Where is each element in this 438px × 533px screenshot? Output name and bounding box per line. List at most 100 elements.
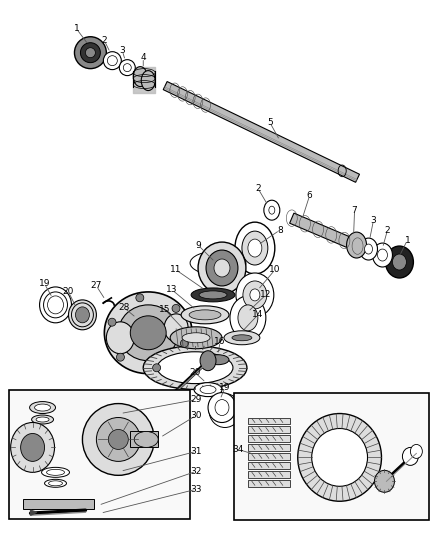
Bar [248,462,290,470]
Text: 15: 15 [159,305,171,314]
Ellipse shape [269,206,275,214]
Text: 2: 2 [255,184,261,193]
Ellipse shape [11,423,54,472]
Ellipse shape [45,479,67,487]
Ellipse shape [230,296,266,340]
Text: 3: 3 [371,216,376,224]
Ellipse shape [172,304,180,312]
Ellipse shape [104,292,192,374]
Ellipse shape [403,447,418,465]
Ellipse shape [224,331,260,345]
Ellipse shape [200,385,216,393]
Bar [248,445,290,451]
Text: 16: 16 [214,337,226,346]
Ellipse shape [364,244,372,254]
Ellipse shape [130,316,166,350]
Ellipse shape [182,333,210,343]
Ellipse shape [189,310,221,320]
Bar [130,432,158,447]
Ellipse shape [236,273,274,317]
Ellipse shape [108,430,128,449]
Ellipse shape [238,305,258,331]
Text: 9: 9 [195,240,201,249]
Text: 20: 20 [63,287,74,296]
Ellipse shape [378,249,388,261]
Text: 19: 19 [219,383,231,392]
Text: 11: 11 [170,265,182,274]
Ellipse shape [194,383,222,397]
Ellipse shape [141,71,155,91]
Text: 7: 7 [352,206,357,215]
Ellipse shape [75,307,89,323]
Text: 2: 2 [385,225,390,235]
Text: 20: 20 [189,368,201,377]
Text: 1: 1 [405,236,410,245]
Ellipse shape [74,37,106,69]
Ellipse shape [170,327,222,349]
Ellipse shape [385,246,413,278]
Text: 5: 5 [267,118,273,127]
Text: 2: 2 [102,36,107,45]
Ellipse shape [208,393,236,423]
Ellipse shape [152,364,161,372]
Ellipse shape [107,55,117,66]
Polygon shape [290,213,360,251]
Text: 30: 30 [191,411,202,420]
Ellipse shape [106,322,134,354]
Text: 8: 8 [277,225,283,235]
Ellipse shape [180,340,188,348]
Ellipse shape [108,318,116,326]
Ellipse shape [136,294,144,302]
Ellipse shape [96,417,140,462]
Ellipse shape [36,417,49,422]
Text: 10: 10 [269,265,281,274]
Ellipse shape [346,232,367,258]
Ellipse shape [199,291,227,299]
Bar [23,499,95,509]
Ellipse shape [119,60,135,76]
Bar [248,435,290,442]
Text: 14: 14 [252,310,264,319]
Text: 31: 31 [191,447,202,456]
Bar [9,390,190,519]
Ellipse shape [232,335,252,341]
Ellipse shape [214,259,230,277]
Ellipse shape [117,353,124,361]
Bar [248,417,290,424]
Ellipse shape [243,281,267,309]
Ellipse shape [181,306,229,324]
Ellipse shape [164,314,188,342]
Text: 27: 27 [91,281,102,290]
Ellipse shape [118,305,178,361]
Ellipse shape [134,432,158,447]
Ellipse shape [32,415,53,424]
Bar [248,454,290,461]
Polygon shape [31,510,37,515]
Ellipse shape [264,200,280,220]
Text: 32: 32 [191,467,202,476]
Text: 29: 29 [191,395,202,404]
Ellipse shape [200,351,216,370]
Ellipse shape [30,401,56,414]
Bar [248,426,290,433]
Text: 33: 33 [191,485,202,494]
Ellipse shape [248,239,262,257]
Ellipse shape [206,250,238,286]
Polygon shape [163,82,360,182]
Ellipse shape [46,470,64,475]
Ellipse shape [49,481,63,486]
Text: 13: 13 [166,286,178,294]
Ellipse shape [207,355,229,365]
Ellipse shape [392,254,406,270]
Bar [248,471,290,478]
Ellipse shape [143,346,247,390]
Ellipse shape [103,52,121,70]
Ellipse shape [21,433,45,462]
Ellipse shape [39,287,71,323]
Ellipse shape [312,429,367,486]
Ellipse shape [48,296,64,314]
Text: 4: 4 [141,53,146,62]
Ellipse shape [85,47,95,58]
Text: 34: 34 [232,445,244,454]
Ellipse shape [81,43,100,63]
